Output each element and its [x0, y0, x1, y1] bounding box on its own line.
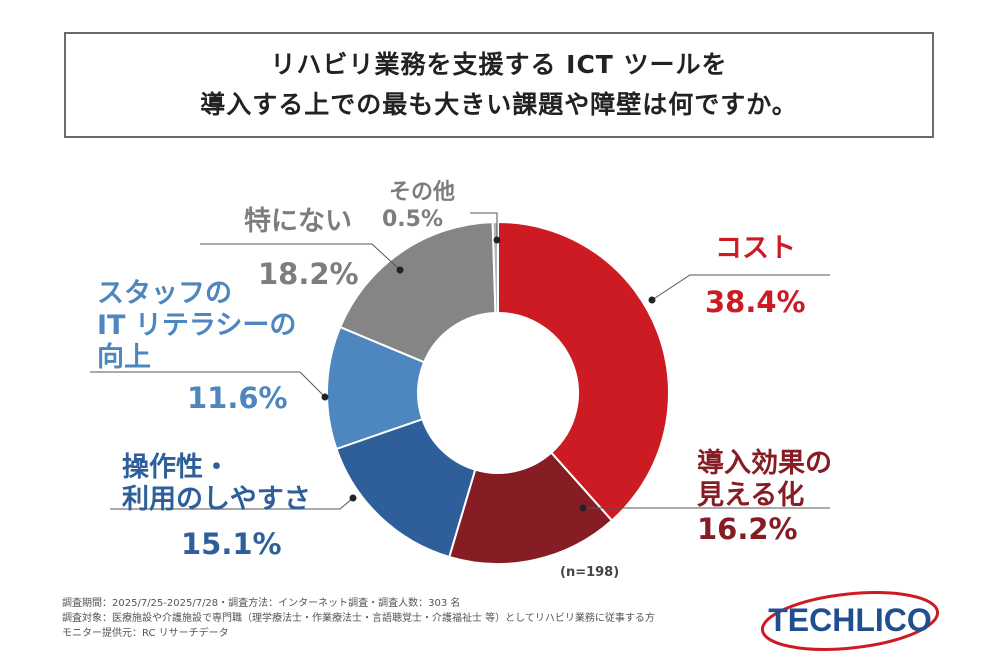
label-name-line: コスト	[715, 233, 796, 264]
sample-size-note: (n=198)	[560, 565, 620, 580]
techlico-logo: TECHLICO	[760, 591, 940, 651]
title-line-2: 導入する上での最も大きい課題や障壁は何ですか。	[200, 90, 798, 119]
label-value-usab: 15.1%	[181, 527, 282, 561]
leader-dot-other	[493, 236, 501, 244]
leader-dot-effect	[579, 504, 587, 512]
label-name-line: IT リテラシーの	[97, 310, 297, 341]
slice-other	[491, 220, 499, 315]
slice-cost	[497, 220, 670, 522]
leader-line-usab	[110, 497, 354, 510]
logo-ring	[760, 591, 940, 651]
label-name-cost: コスト	[715, 233, 796, 265]
label-name-line: 特にない	[244, 206, 352, 237]
slice-none	[338, 221, 497, 364]
label-name-line: 見える化	[697, 480, 805, 511]
label-name-line: スタッフの	[97, 278, 232, 309]
footer-survey-period: 調査期間：2025/7/25-2025/7/28・調査方法：インターネット調査・…	[62, 598, 461, 609]
label-value-literacy: 11.6%	[187, 381, 288, 415]
label-name-line: 操作性・	[122, 452, 230, 483]
leader-line-cost	[651, 274, 830, 301]
label-name-effect: 導入効果の 見える化	[697, 448, 832, 512]
leader-line-other	[470, 212, 498, 240]
leader-line-literacy	[90, 371, 326, 398]
logo-text: TECHLICO	[768, 602, 932, 638]
leader-line-none	[200, 243, 401, 271]
label-name-other: その他	[389, 180, 455, 206]
leader-dot-none	[396, 266, 404, 274]
leader-dot-cost	[648, 296, 656, 304]
label-value-other: 0.5%	[382, 207, 444, 232]
label-name-none: 特にない	[244, 206, 352, 238]
label-value-effect: 16.2%	[697, 512, 798, 546]
label-name-line: 利用のしやすさ	[122, 484, 311, 515]
label-name-line: その他	[389, 180, 456, 205]
label-name-line: 向上	[97, 342, 151, 373]
slice-effect	[448, 451, 614, 565]
leader-dot-literacy	[321, 393, 329, 401]
title-box: リハビリ業務を支援する ICT ツールを 導入する上での最も大きい課題や障壁は何…	[64, 32, 934, 138]
label-value-cost: 38.4%	[705, 285, 806, 319]
title-line-1: リハビリ業務を支援する ICT ツールを	[270, 50, 728, 79]
footer-monitor-source: モニター提供元：RC リサーチデータ	[62, 628, 229, 639]
label-value-none: 18.2%	[258, 257, 359, 291]
label-name-line: 導入効果の	[697, 448, 832, 479]
footer-notes: 調査期間：2025/7/25-2025/7/28・調査方法：インターネット調査・…	[62, 596, 655, 641]
label-name-usab: 操作性・ 利用のしやすさ	[122, 452, 311, 516]
leader-dot-usab	[349, 494, 357, 502]
label-name-literacy: スタッフの IT リテラシーの 向上	[97, 278, 296, 374]
footer-survey-target: 調査対象：医療施設や介護施設で専門職（理学療法士・作業療法士・言語聴覚士・介護福…	[62, 613, 655, 624]
